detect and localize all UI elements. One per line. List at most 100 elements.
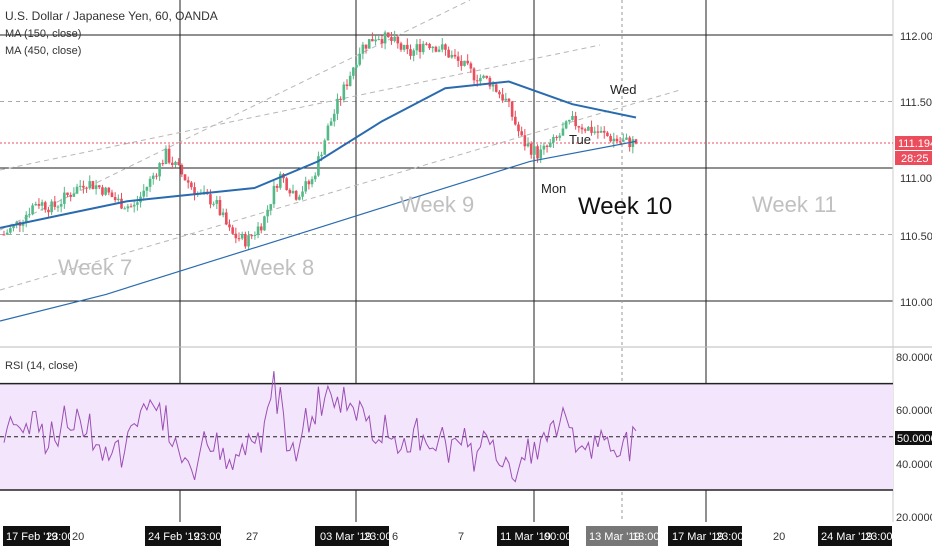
candle-body — [625, 137, 628, 140]
candle-body — [358, 53, 361, 65]
time-tick-6: 6 — [392, 531, 398, 543]
candle-body — [9, 228, 12, 233]
candle-body — [259, 226, 263, 231]
candle-body — [117, 198, 120, 201]
candle-body — [310, 179, 314, 185]
candle-body — [12, 224, 15, 229]
candle-body — [307, 181, 311, 185]
candle-body — [332, 113, 336, 122]
candle-body — [161, 163, 165, 165]
candle-body — [606, 132, 609, 137]
candle-body — [94, 185, 98, 189]
candle-body — [345, 84, 349, 86]
time-tick-0000: 00:00 — [544, 531, 572, 543]
candle-body — [56, 206, 60, 208]
candle-body — [425, 43, 428, 45]
candle-body — [561, 128, 565, 136]
candle-body — [539, 149, 543, 159]
candle-body — [390, 37, 393, 41]
candle-body — [34, 204, 38, 206]
candle-body — [37, 204, 41, 206]
candle-body — [123, 208, 126, 210]
candle-body — [132, 204, 136, 207]
price-axis[interactable]: 112.000 111.500 111.000 110.500 110.000 — [900, 31, 932, 309]
candle-body — [545, 145, 549, 147]
time-axis[interactable]: 17 Feb '19 23:00 20 24 Feb '19 23:00 27 … — [0, 524, 932, 550]
candle-body — [352, 67, 355, 76]
candle-body — [231, 227, 234, 234]
price-tick-112: 112.000 — [900, 31, 932, 43]
time-tick-24mar: 24 Mar '19 — [821, 531, 873, 543]
candle-body — [412, 50, 415, 56]
chart-title: U.S. Dollar / Japanese Yen, 60, OANDA — [5, 9, 218, 23]
candle-body — [348, 75, 352, 86]
candle-body — [47, 209, 50, 213]
candle-body — [507, 98, 511, 102]
candle-body — [247, 235, 250, 247]
candle-body — [50, 201, 53, 213]
time-tick-24feb: 24 Feb '19 — [148, 531, 200, 543]
time-tick-11mar: 11 Mar '19 — [500, 531, 551, 543]
candle-body — [269, 204, 273, 210]
candle-body — [97, 185, 101, 188]
candle-body — [193, 187, 196, 195]
ma450-line — [0, 140, 637, 322]
candle-body — [393, 36, 396, 41]
mon-label: Mon — [541, 181, 566, 196]
candle-body — [209, 194, 212, 205]
week11-label: Week 11 — [752, 192, 837, 217]
candle-body — [587, 126, 590, 131]
candle-body — [82, 185, 85, 188]
candle-body — [244, 233, 247, 247]
candle-body — [24, 214, 28, 223]
candle-body — [339, 98, 342, 100]
candle-body — [621, 139, 625, 142]
candle-body — [5, 232, 9, 235]
candle-body — [301, 191, 304, 197]
candle-body — [536, 146, 539, 159]
candle-body — [418, 44, 422, 53]
candle-body — [631, 139, 635, 148]
candle-body — [59, 203, 63, 207]
rsi-axis: 80.0000 60.0000 50.0000 40.0000 20.0000 — [895, 352, 932, 524]
candle-body — [488, 77, 492, 87]
candle-body — [514, 116, 517, 125]
candle-body — [53, 201, 57, 207]
candle-body — [104, 187, 107, 195]
time-tick-2300-a: 23:00 — [46, 531, 74, 543]
candle-body — [402, 44, 406, 50]
candle-body — [298, 196, 301, 200]
candle-body — [453, 54, 457, 57]
candle-body — [218, 200, 222, 216]
candle-body — [355, 64, 358, 68]
candle-body — [482, 75, 485, 78]
candle-body — [386, 32, 390, 38]
rsi-tick-60: 60.0000 — [896, 405, 932, 417]
time-tick-2300-e: 23:00 — [865, 531, 893, 543]
candle-body — [463, 60, 466, 66]
current-price-label: 111.194 — [898, 138, 932, 150]
time-tick-2300-b: 23:00 — [194, 531, 222, 543]
candle-body — [85, 187, 88, 189]
candle-body — [479, 77, 482, 82]
candle-body — [212, 203, 215, 205]
price-tick-111-5: 111.500 — [900, 97, 932, 109]
candle-body — [113, 197, 117, 201]
candlesticks — [2, 30, 638, 251]
candle-body — [66, 192, 69, 195]
candle-body — [2, 234, 6, 236]
rsi-band — [0, 382, 893, 491]
candle-body — [374, 39, 377, 42]
candle-body — [234, 233, 238, 239]
candle-body — [437, 49, 441, 52]
rsi-tick-40: 40.0000 — [896, 459, 932, 471]
candle-body — [228, 224, 231, 228]
week8-label: Week 8 — [240, 255, 314, 280]
candle-body — [615, 138, 619, 142]
channel-line — [0, 44, 601, 171]
candle-body — [15, 221, 19, 225]
candle-body — [158, 163, 161, 177]
candle-body — [501, 94, 504, 101]
candle-body — [256, 226, 260, 235]
